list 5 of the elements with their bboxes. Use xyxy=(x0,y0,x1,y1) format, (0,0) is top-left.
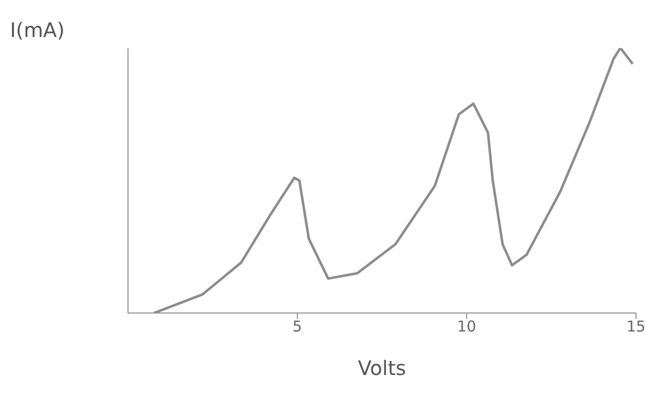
x-tick-label: 15 xyxy=(626,318,646,336)
x-tick-label: 5 xyxy=(292,318,302,336)
x-tick-label: 10 xyxy=(457,318,476,336)
y-axis-title: I(mA) xyxy=(10,18,65,42)
x-axis-title: Volts xyxy=(358,356,406,380)
